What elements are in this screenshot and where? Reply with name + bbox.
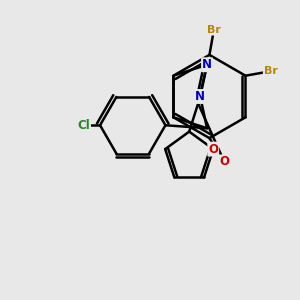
Text: Cl: Cl: [77, 119, 90, 132]
Text: Br: Br: [207, 25, 221, 34]
Text: O: O: [208, 142, 218, 156]
Text: N: N: [202, 58, 212, 71]
Text: N: N: [195, 90, 205, 103]
Text: O: O: [219, 155, 229, 168]
Text: Br: Br: [264, 66, 278, 76]
